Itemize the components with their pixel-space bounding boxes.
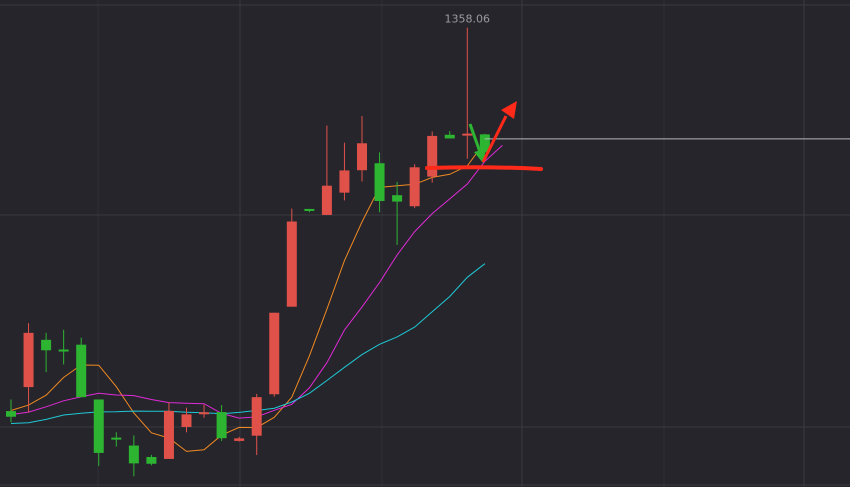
candle-body <box>128 445 139 464</box>
candle-body <box>146 456 157 464</box>
series-line-ma_long <box>10 263 486 424</box>
candle <box>41 332 52 373</box>
candle-body <box>374 163 385 201</box>
candle <box>392 181 403 245</box>
candle-body <box>427 135 438 177</box>
max-price-label: 1358.06 <box>445 13 491 26</box>
candle <box>251 393 262 456</box>
candle <box>58 329 69 365</box>
candle-body <box>251 397 262 436</box>
candle <box>111 432 122 447</box>
candle <box>304 208 315 213</box>
candle <box>6 399 16 423</box>
candle-body <box>321 185 332 215</box>
candle-body <box>339 170 350 193</box>
candle-body <box>23 332 34 388</box>
candle-body <box>199 412 210 415</box>
candle-body <box>6 411 16 417</box>
candle <box>339 142 350 201</box>
candle <box>163 402 174 459</box>
candle-body <box>357 143 367 171</box>
candle-body <box>444 134 455 139</box>
candles <box>6 27 490 477</box>
down-arrow-shaft <box>468 123 482 153</box>
candle-body <box>76 344 87 398</box>
candle <box>93 399 104 466</box>
candle-body <box>181 414 192 427</box>
up-arrow-head <box>501 101 517 119</box>
candle <box>427 131 438 183</box>
candle-body <box>216 412 227 439</box>
candle-body <box>462 133 473 136</box>
series-line-ma_short <box>10 141 486 452</box>
candle <box>269 312 280 397</box>
candle-body <box>269 312 280 395</box>
candle-body <box>409 167 420 207</box>
candle-body <box>304 208 315 211</box>
candle-body <box>479 134 490 153</box>
candle-body <box>286 221 297 307</box>
candle <box>146 454 157 466</box>
candle <box>409 164 420 209</box>
support-underline <box>425 165 543 171</box>
up-arrow-shaft <box>481 115 508 163</box>
candle <box>357 115 367 182</box>
candle <box>321 125 332 215</box>
candle-body <box>58 349 69 352</box>
candle-body <box>163 410 174 459</box>
annotations <box>425 101 543 171</box>
candle <box>181 407 192 433</box>
candle <box>374 152 385 213</box>
candle <box>23 323 34 413</box>
candle <box>76 337 87 398</box>
candle <box>216 405 227 441</box>
candle-body <box>93 399 104 453</box>
candle-body <box>41 339 52 351</box>
candle <box>234 436 245 442</box>
candle-body <box>392 195 403 202</box>
candle <box>199 404 210 418</box>
candle-body <box>111 437 122 440</box>
candle-body <box>234 438 245 441</box>
candle <box>444 131 455 139</box>
candle <box>462 27 473 159</box>
candle <box>286 208 297 307</box>
candle <box>128 435 139 477</box>
